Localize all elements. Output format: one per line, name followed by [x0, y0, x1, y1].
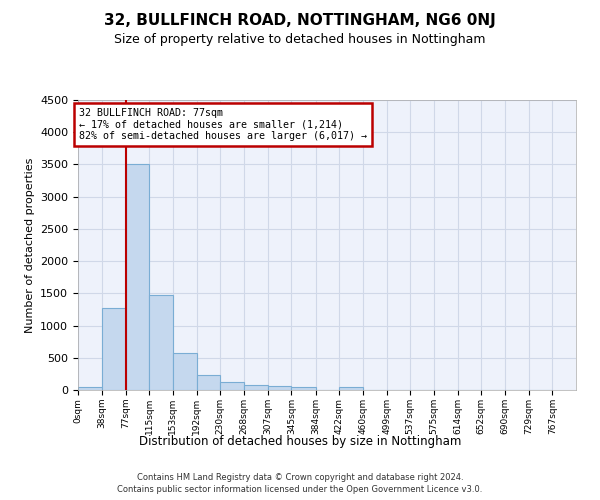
- Text: 32 BULLFINCH ROAD: 77sqm
← 17% of detached houses are smaller (1,214)
82% of sem: 32 BULLFINCH ROAD: 77sqm ← 17% of detach…: [79, 108, 367, 141]
- Bar: [268, 386, 292, 390]
- Bar: [173, 352, 197, 390]
- Bar: [149, 296, 173, 390]
- Bar: [78, 387, 101, 390]
- Bar: [197, 374, 220, 390]
- Text: Contains public sector information licensed under the Open Government Licence v3: Contains public sector information licen…: [118, 485, 482, 494]
- Bar: [101, 308, 125, 390]
- Y-axis label: Number of detached properties: Number of detached properties: [25, 158, 35, 332]
- Bar: [220, 382, 244, 390]
- Bar: [339, 387, 362, 390]
- Bar: [292, 387, 316, 390]
- Text: Distribution of detached houses by size in Nottingham: Distribution of detached houses by size …: [139, 435, 461, 448]
- Bar: [244, 384, 268, 390]
- Text: 32, BULLFINCH ROAD, NOTTINGHAM, NG6 0NJ: 32, BULLFINCH ROAD, NOTTINGHAM, NG6 0NJ: [104, 12, 496, 28]
- Bar: [125, 164, 149, 390]
- Text: Size of property relative to detached houses in Nottingham: Size of property relative to detached ho…: [114, 32, 486, 46]
- Text: Contains HM Land Registry data © Crown copyright and database right 2024.: Contains HM Land Registry data © Crown c…: [137, 472, 463, 482]
